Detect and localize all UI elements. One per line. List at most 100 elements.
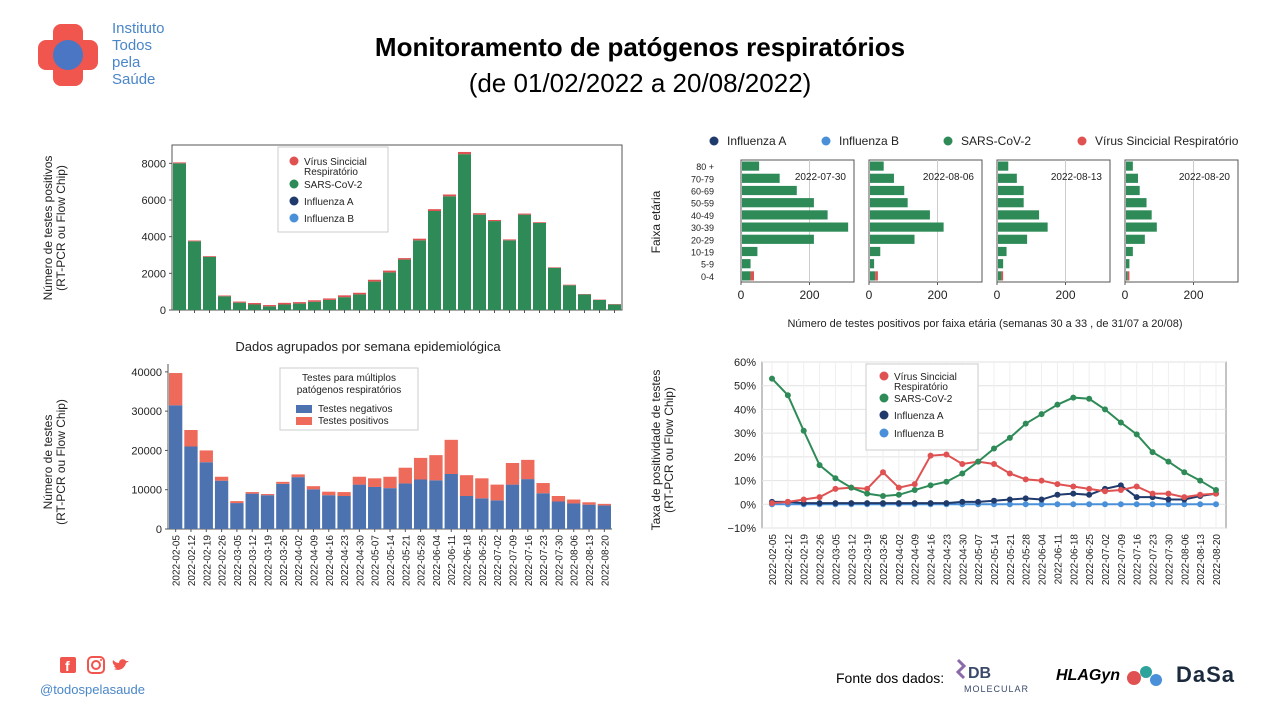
- chart4-point: [816, 500, 823, 507]
- chart4-point: [1006, 496, 1013, 503]
- chart4-xtick-label: 2022-05-07: [974, 534, 985, 586]
- chart3-xlabel: Número de testes positivos por faixa etá…: [787, 318, 1182, 330]
- chart2-bar-neg: [352, 484, 367, 529]
- chart3-bar-sars: [1126, 198, 1147, 208]
- chart4-xtick-label: 2022-03-26: [879, 534, 890, 586]
- twitter-icon[interactable]: [112, 659, 129, 670]
- chart1-bar-sars: [383, 272, 396, 310]
- chart1-bar-vsr: [518, 213, 531, 215]
- chart4-point: [1197, 491, 1204, 498]
- chart2-bar-neg: [184, 446, 198, 529]
- chart3-age-label: 60-69: [691, 187, 714, 197]
- chart1-bar-vsr: [428, 209, 441, 211]
- chart4-point: [1133, 494, 1140, 501]
- data-source-label: Fonte dos dados:: [836, 670, 945, 686]
- chart3-panel-frame: [1124, 159, 1239, 283]
- chart2-xtick-label: 2022-08-06: [570, 535, 581, 587]
- chart4-point: [1181, 501, 1188, 508]
- chart4-xtick-label: 2022-07-30: [1164, 534, 1175, 586]
- chart3-xtick-label: 200: [799, 288, 819, 302]
- chart1-bar-sars: [503, 240, 516, 310]
- chart2-bar-pos: [567, 499, 581, 504]
- chart3-legend-label: SARS-CoV-2: [961, 134, 1031, 148]
- chart1-bar-sars: [308, 301, 321, 310]
- chart1-bar-sars: [563, 285, 576, 310]
- facebook-icon[interactable]: f: [60, 657, 76, 674]
- chart2-bar-neg: [230, 503, 244, 529]
- chart4-point: [1006, 434, 1013, 441]
- chart3-xtick-label: 0: [1122, 288, 1129, 302]
- chart3-age-label: 40-49: [691, 211, 714, 221]
- chart4-xtick-label: 2022-04-09: [911, 534, 922, 586]
- chart4-point: [1197, 501, 1204, 508]
- chart1-xlabel: Dados agrupados por semana epidemiológic…: [235, 339, 501, 354]
- chart1-legend-label: Influenza A: [304, 197, 354, 208]
- chart2-bar-neg: [276, 483, 290, 529]
- chart1-bar-vsr: [218, 295, 231, 297]
- chart1-ytick-label: 0: [160, 305, 166, 317]
- chart1-bar-vsr: [203, 256, 216, 257]
- chart4-point: [911, 481, 918, 488]
- chart4-point: [1022, 501, 1029, 508]
- chart4-point: [911, 500, 918, 507]
- chart3-xtick-label: 0: [994, 288, 1001, 302]
- chart4-point: [895, 484, 902, 491]
- chart4-point: [1070, 501, 1077, 508]
- chart2-xtick-label: 2022-03-26: [279, 535, 290, 587]
- chart3-legend-label: Influenza A: [727, 134, 786, 148]
- chart3-panel-label: 2022-08-20: [1179, 172, 1231, 183]
- chart2-xtick-label: 2022-03-05: [233, 535, 244, 587]
- social-handle[interactable]: @todospelasaude: [40, 682, 145, 697]
- chart4-point: [1149, 449, 1156, 456]
- chart2-xtick-label: 2022-07-23: [539, 535, 550, 587]
- chart3-legend-label: Vírus Sincicial Respiratório: [1095, 134, 1239, 148]
- chart3-bar-sars: [998, 161, 1009, 171]
- chart2-xtick-label: 2022-04-23: [340, 535, 351, 587]
- chart2-legend-title: Testes para múltiplos patógenos respirató…: [297, 373, 402, 396]
- chart4-point: [800, 496, 807, 503]
- chart4-point: [816, 494, 823, 501]
- chart2-bar-pos: [582, 502, 596, 505]
- chart2-xtick-label: 2022-06-11: [447, 535, 458, 586]
- chart1-legend-marker: [289, 179, 299, 189]
- chart3-xtick-label: 200: [1055, 288, 1075, 302]
- chart3-bar-sars: [870, 173, 894, 183]
- chart2-xtick-label: 2022-04-16: [325, 535, 336, 587]
- chart4-point: [1022, 420, 1029, 427]
- chart2-bar-neg: [475, 498, 489, 529]
- chart2-xtick-label: 2022-07-02: [493, 535, 504, 587]
- chart1-bar-vsr: [308, 300, 321, 302]
- chart4-xtick-label: 2022-05-21: [1006, 534, 1017, 586]
- chart2-bar-pos: [536, 483, 550, 494]
- chart2-legend-label: Testes positivos: [318, 416, 389, 427]
- chart1-bar-vsr: [173, 162, 186, 164]
- chart2-bar-neg: [291, 477, 305, 529]
- chart2-bar-neg: [383, 488, 397, 529]
- chart3-bar-sars: [742, 259, 751, 269]
- chart4-point: [911, 487, 918, 494]
- chart4-point: [1133, 431, 1140, 438]
- chart4-point: [895, 491, 902, 498]
- chart1-bar-sars: [473, 214, 486, 310]
- chart1-bar-vsr: [383, 270, 396, 273]
- instagram-icon[interactable]: [87, 656, 105, 674]
- db-molecular-logo: DB MOLECULAR: [950, 656, 1030, 703]
- page-title: Monitoramento de patógenos respiratórios: [374, 32, 906, 62]
- chart2-bar-pos: [322, 491, 336, 496]
- chart2-ytick-label: 0: [156, 524, 162, 536]
- chart4-point: [1070, 490, 1077, 497]
- chart4-ytick-label: −10%: [728, 523, 757, 535]
- chart4-point: [991, 445, 997, 452]
- chart2-xtick-label: 2022-03-19: [264, 535, 275, 587]
- chart2-xtick-label: 2022-07-30: [554, 535, 565, 587]
- chart1-bar-vsr: [323, 298, 336, 300]
- chart4-point: [1102, 406, 1108, 413]
- chart4-xtick-label: 2022-07-02: [1101, 534, 1112, 586]
- chart3-bar-sars: [870, 246, 881, 257]
- chart4-point: [880, 500, 886, 507]
- chart4-point: [1054, 401, 1061, 408]
- chart1-legend-marker: [289, 213, 299, 223]
- chart2-bar-neg: [260, 495, 275, 529]
- chart3-age-label: 0-4: [701, 272, 714, 282]
- chart1-bar-vsr: [233, 301, 246, 303]
